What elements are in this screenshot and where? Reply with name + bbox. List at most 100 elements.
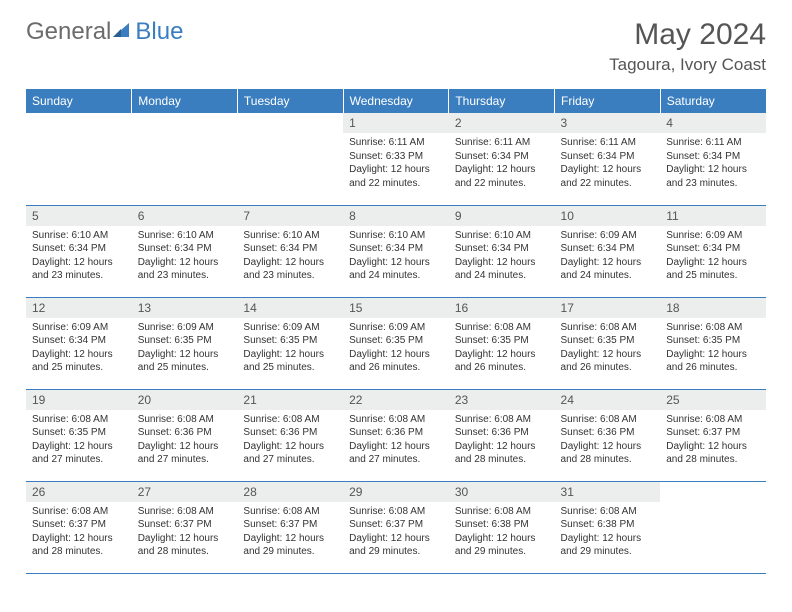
day-number: 30 bbox=[449, 482, 555, 502]
calendar-day-cell: 17Sunrise: 6:08 AMSunset: 6:35 PMDayligh… bbox=[555, 297, 661, 389]
day-number: 2 bbox=[449, 113, 555, 133]
day-details: Sunrise: 6:08 AMSunset: 6:38 PMDaylight:… bbox=[555, 502, 661, 563]
day-number: 17 bbox=[555, 298, 661, 318]
calendar-day-cell bbox=[26, 113, 132, 205]
location-label: Tagoura, Ivory Coast bbox=[609, 55, 766, 75]
calendar-day-cell: 26Sunrise: 6:08 AMSunset: 6:37 PMDayligh… bbox=[26, 481, 132, 573]
day-number: 5 bbox=[26, 206, 132, 226]
day-number: 7 bbox=[237, 206, 343, 226]
page-header: General Blue May 2024 Tagoura, Ivory Coa… bbox=[26, 18, 766, 75]
day-details: Sunrise: 6:11 AMSunset: 6:34 PMDaylight:… bbox=[449, 133, 555, 194]
day-details: Sunrise: 6:08 AMSunset: 6:36 PMDaylight:… bbox=[237, 410, 343, 471]
calendar-week-row: 1Sunrise: 6:11 AMSunset: 6:33 PMDaylight… bbox=[26, 113, 766, 205]
day-details: Sunrise: 6:09 AMSunset: 6:35 PMDaylight:… bbox=[132, 318, 238, 379]
day-number: 25 bbox=[660, 390, 766, 410]
day-details: Sunrise: 6:11 AMSunset: 6:34 PMDaylight:… bbox=[555, 133, 661, 194]
day-number: 10 bbox=[555, 206, 661, 226]
day-number: 12 bbox=[26, 298, 132, 318]
calendar-day-cell: 11Sunrise: 6:09 AMSunset: 6:34 PMDayligh… bbox=[660, 205, 766, 297]
day-details: Sunrise: 6:10 AMSunset: 6:34 PMDaylight:… bbox=[449, 226, 555, 287]
day-details: Sunrise: 6:10 AMSunset: 6:34 PMDaylight:… bbox=[237, 226, 343, 287]
logo-sail-icon bbox=[111, 19, 133, 46]
logo-text-general: General bbox=[26, 18, 111, 46]
day-details: Sunrise: 6:09 AMSunset: 6:35 PMDaylight:… bbox=[237, 318, 343, 379]
day-number: 24 bbox=[555, 390, 661, 410]
day-number: 27 bbox=[132, 482, 238, 502]
day-number: 31 bbox=[555, 482, 661, 502]
day-details: Sunrise: 6:09 AMSunset: 6:34 PMDaylight:… bbox=[660, 226, 766, 287]
calendar-day-cell bbox=[237, 113, 343, 205]
weekday-header: Sunday bbox=[26, 89, 132, 113]
day-details: Sunrise: 6:08 AMSunset: 6:36 PMDaylight:… bbox=[132, 410, 238, 471]
month-title: May 2024 bbox=[609, 18, 766, 51]
day-number: 16 bbox=[449, 298, 555, 318]
calendar-week-row: 26Sunrise: 6:08 AMSunset: 6:37 PMDayligh… bbox=[26, 481, 766, 573]
logo-text-blue: Blue bbox=[135, 18, 183, 46]
calendar-day-cell: 20Sunrise: 6:08 AMSunset: 6:36 PMDayligh… bbox=[132, 389, 238, 481]
day-details: Sunrise: 6:11 AMSunset: 6:34 PMDaylight:… bbox=[660, 133, 766, 194]
day-number: 14 bbox=[237, 298, 343, 318]
weekday-header: Saturday bbox=[660, 89, 766, 113]
weekday-header: Monday bbox=[132, 89, 238, 113]
calendar-day-cell: 5Sunrise: 6:10 AMSunset: 6:34 PMDaylight… bbox=[26, 205, 132, 297]
calendar-day-cell: 7Sunrise: 6:10 AMSunset: 6:34 PMDaylight… bbox=[237, 205, 343, 297]
day-details: Sunrise: 6:08 AMSunset: 6:35 PMDaylight:… bbox=[449, 318, 555, 379]
day-number: 15 bbox=[343, 298, 449, 318]
calendar-day-cell: 27Sunrise: 6:08 AMSunset: 6:37 PMDayligh… bbox=[132, 481, 238, 573]
day-number: 29 bbox=[343, 482, 449, 502]
day-details: Sunrise: 6:08 AMSunset: 6:37 PMDaylight:… bbox=[26, 502, 132, 563]
day-number: 4 bbox=[660, 113, 766, 133]
day-number: 28 bbox=[237, 482, 343, 502]
weekday-header-row: Sunday Monday Tuesday Wednesday Thursday… bbox=[26, 89, 766, 113]
day-number: 6 bbox=[132, 206, 238, 226]
weekday-header: Wednesday bbox=[343, 89, 449, 113]
day-number: 1 bbox=[343, 113, 449, 133]
day-number: 3 bbox=[555, 113, 661, 133]
calendar-page: General Blue May 2024 Tagoura, Ivory Coa… bbox=[0, 0, 792, 612]
day-details: Sunrise: 6:08 AMSunset: 6:37 PMDaylight:… bbox=[660, 410, 766, 471]
day-details: Sunrise: 6:09 AMSunset: 6:34 PMDaylight:… bbox=[555, 226, 661, 287]
calendar-table: Sunday Monday Tuesday Wednesday Thursday… bbox=[26, 89, 766, 574]
day-number: 8 bbox=[343, 206, 449, 226]
day-details: Sunrise: 6:11 AMSunset: 6:33 PMDaylight:… bbox=[343, 133, 449, 194]
calendar-day-cell: 25Sunrise: 6:08 AMSunset: 6:37 PMDayligh… bbox=[660, 389, 766, 481]
day-details: Sunrise: 6:08 AMSunset: 6:38 PMDaylight:… bbox=[449, 502, 555, 563]
day-number: 9 bbox=[449, 206, 555, 226]
calendar-day-cell: 16Sunrise: 6:08 AMSunset: 6:35 PMDayligh… bbox=[449, 297, 555, 389]
day-details: Sunrise: 6:08 AMSunset: 6:37 PMDaylight:… bbox=[343, 502, 449, 563]
calendar-day-cell: 2Sunrise: 6:11 AMSunset: 6:34 PMDaylight… bbox=[449, 113, 555, 205]
calendar-day-cell: 3Sunrise: 6:11 AMSunset: 6:34 PMDaylight… bbox=[555, 113, 661, 205]
day-number: 21 bbox=[237, 390, 343, 410]
weekday-header: Tuesday bbox=[237, 89, 343, 113]
day-number: 26 bbox=[26, 482, 132, 502]
calendar-day-cell: 23Sunrise: 6:08 AMSunset: 6:36 PMDayligh… bbox=[449, 389, 555, 481]
calendar-body: 1Sunrise: 6:11 AMSunset: 6:33 PMDaylight… bbox=[26, 113, 766, 573]
calendar-day-cell: 29Sunrise: 6:08 AMSunset: 6:37 PMDayligh… bbox=[343, 481, 449, 573]
calendar-day-cell: 18Sunrise: 6:08 AMSunset: 6:35 PMDayligh… bbox=[660, 297, 766, 389]
calendar-day-cell: 24Sunrise: 6:08 AMSunset: 6:36 PMDayligh… bbox=[555, 389, 661, 481]
day-details: Sunrise: 6:08 AMSunset: 6:35 PMDaylight:… bbox=[660, 318, 766, 379]
calendar-day-cell: 13Sunrise: 6:09 AMSunset: 6:35 PMDayligh… bbox=[132, 297, 238, 389]
calendar-day-cell bbox=[660, 481, 766, 573]
day-number: 13 bbox=[132, 298, 238, 318]
calendar-day-cell: 14Sunrise: 6:09 AMSunset: 6:35 PMDayligh… bbox=[237, 297, 343, 389]
day-details: Sunrise: 6:10 AMSunset: 6:34 PMDaylight:… bbox=[132, 226, 238, 287]
day-details: Sunrise: 6:10 AMSunset: 6:34 PMDaylight:… bbox=[343, 226, 449, 287]
calendar-day-cell: 6Sunrise: 6:10 AMSunset: 6:34 PMDaylight… bbox=[132, 205, 238, 297]
calendar-day-cell: 12Sunrise: 6:09 AMSunset: 6:34 PMDayligh… bbox=[26, 297, 132, 389]
day-details: Sunrise: 6:08 AMSunset: 6:35 PMDaylight:… bbox=[26, 410, 132, 471]
day-number: 23 bbox=[449, 390, 555, 410]
calendar-day-cell: 8Sunrise: 6:10 AMSunset: 6:34 PMDaylight… bbox=[343, 205, 449, 297]
calendar-day-cell: 31Sunrise: 6:08 AMSunset: 6:38 PMDayligh… bbox=[555, 481, 661, 573]
calendar-day-cell: 1Sunrise: 6:11 AMSunset: 6:33 PMDaylight… bbox=[343, 113, 449, 205]
day-details: Sunrise: 6:08 AMSunset: 6:35 PMDaylight:… bbox=[555, 318, 661, 379]
calendar-day-cell: 10Sunrise: 6:09 AMSunset: 6:34 PMDayligh… bbox=[555, 205, 661, 297]
day-details: Sunrise: 6:08 AMSunset: 6:36 PMDaylight:… bbox=[343, 410, 449, 471]
calendar-day-cell: 22Sunrise: 6:08 AMSunset: 6:36 PMDayligh… bbox=[343, 389, 449, 481]
calendar-week-row: 5Sunrise: 6:10 AMSunset: 6:34 PMDaylight… bbox=[26, 205, 766, 297]
calendar-day-cell: 4Sunrise: 6:11 AMSunset: 6:34 PMDaylight… bbox=[660, 113, 766, 205]
day-number: 22 bbox=[343, 390, 449, 410]
day-details: Sunrise: 6:09 AMSunset: 6:34 PMDaylight:… bbox=[26, 318, 132, 379]
day-details: Sunrise: 6:08 AMSunset: 6:36 PMDaylight:… bbox=[555, 410, 661, 471]
calendar-day-cell: 30Sunrise: 6:08 AMSunset: 6:38 PMDayligh… bbox=[449, 481, 555, 573]
